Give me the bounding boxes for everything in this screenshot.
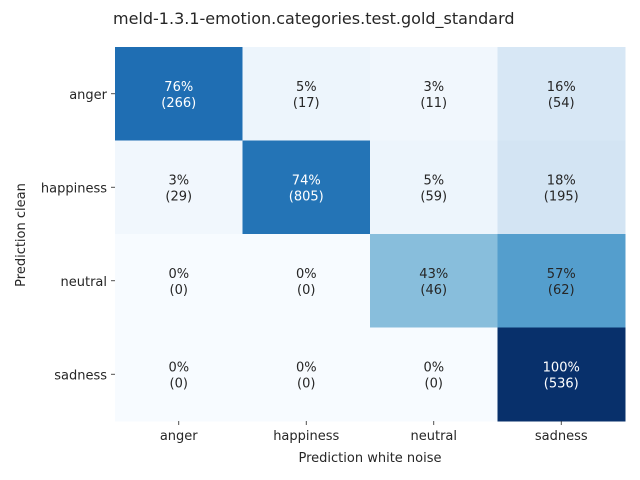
cell-count-label: (17) bbox=[293, 96, 320, 111]
cell-percent-label: 0% bbox=[423, 360, 444, 375]
y-tick-label: sadness bbox=[54, 368, 107, 383]
cell-count-label: (0) bbox=[297, 376, 315, 391]
cell-count-label: (0) bbox=[425, 376, 443, 391]
y-axis-label: Prediction clean bbox=[14, 183, 29, 287]
heatmap-cells: 76%(266)5%(17)3%(11)16%(54)3%(29)74%(805… bbox=[115, 47, 626, 422]
x-tick-label: sadness bbox=[535, 429, 588, 444]
cell-percent-label: 100% bbox=[543, 360, 580, 375]
cell-percent-label: 18% bbox=[547, 173, 576, 188]
cell-count-label: (46) bbox=[420, 283, 447, 298]
x-tick-label: happiness bbox=[273, 429, 339, 444]
cell-percent-label: 5% bbox=[423, 173, 444, 188]
cell-count-label: (59) bbox=[420, 189, 447, 204]
heatmap-cell bbox=[115, 234, 243, 328]
heatmap-cell bbox=[242, 140, 371, 235]
heatmap-cell bbox=[370, 327, 498, 422]
cell-count-label: (62) bbox=[548, 283, 575, 298]
cell-percent-label: 76% bbox=[164, 80, 193, 95]
cell-count-label: (536) bbox=[544, 376, 579, 391]
heatmap-cell bbox=[242, 47, 371, 141]
cell-percent-label: 0% bbox=[296, 267, 317, 282]
cell-count-label: (54) bbox=[548, 96, 575, 111]
heatmap-cell bbox=[497, 327, 626, 422]
cell-percent-label: 74% bbox=[292, 173, 321, 188]
cell-percent-label: 57% bbox=[547, 267, 576, 282]
x-axis-ticks: anger happiness neutral sadness bbox=[160, 421, 588, 444]
heatmap-cell bbox=[370, 234, 498, 328]
y-axis-ticks: anger happiness neutral sadness bbox=[41, 88, 115, 383]
cell-percent-label: 0% bbox=[168, 360, 189, 375]
cell-percent-label: 3% bbox=[168, 173, 189, 188]
heatmap-cell bbox=[115, 327, 243, 422]
y-tick-label: happiness bbox=[41, 181, 107, 196]
chart-title: meld-1.3.1-emotion.categories.test.gold_… bbox=[113, 9, 515, 29]
heatmap-cell bbox=[497, 234, 626, 328]
y-tick-label: anger bbox=[69, 88, 107, 103]
heatmap-cell bbox=[242, 327, 371, 422]
x-axis-label: Prediction white noise bbox=[299, 451, 442, 466]
cell-count-label: (805) bbox=[289, 189, 324, 204]
cell-count-label: (0) bbox=[170, 376, 188, 391]
heatmap-cell bbox=[370, 140, 498, 235]
cell-percent-label: 43% bbox=[419, 267, 448, 282]
x-tick-label: neutral bbox=[411, 429, 458, 444]
cell-count-label: (11) bbox=[420, 96, 447, 111]
heatmap-cell bbox=[115, 47, 243, 141]
cell-count-label: (0) bbox=[297, 283, 315, 298]
y-tick-label: neutral bbox=[61, 275, 108, 290]
heatmap-cell bbox=[497, 140, 626, 235]
cell-percent-label: 5% bbox=[296, 80, 317, 95]
cell-count-label: (266) bbox=[161, 96, 196, 111]
heatmap-cell bbox=[115, 140, 243, 235]
cell-percent-label: 0% bbox=[168, 267, 189, 282]
cell-percent-label: 16% bbox=[547, 80, 576, 95]
heatmap-cell bbox=[370, 47, 498, 141]
heatmap-cell bbox=[497, 47, 626, 141]
cell-count-label: (0) bbox=[170, 283, 188, 298]
cell-count-label: (29) bbox=[165, 189, 192, 204]
cell-percent-label: 0% bbox=[296, 360, 317, 375]
cell-percent-label: 3% bbox=[423, 80, 444, 95]
cell-count-label: (195) bbox=[544, 189, 579, 204]
heatmap-cell bbox=[242, 234, 371, 328]
x-tick-label: anger bbox=[160, 429, 198, 444]
